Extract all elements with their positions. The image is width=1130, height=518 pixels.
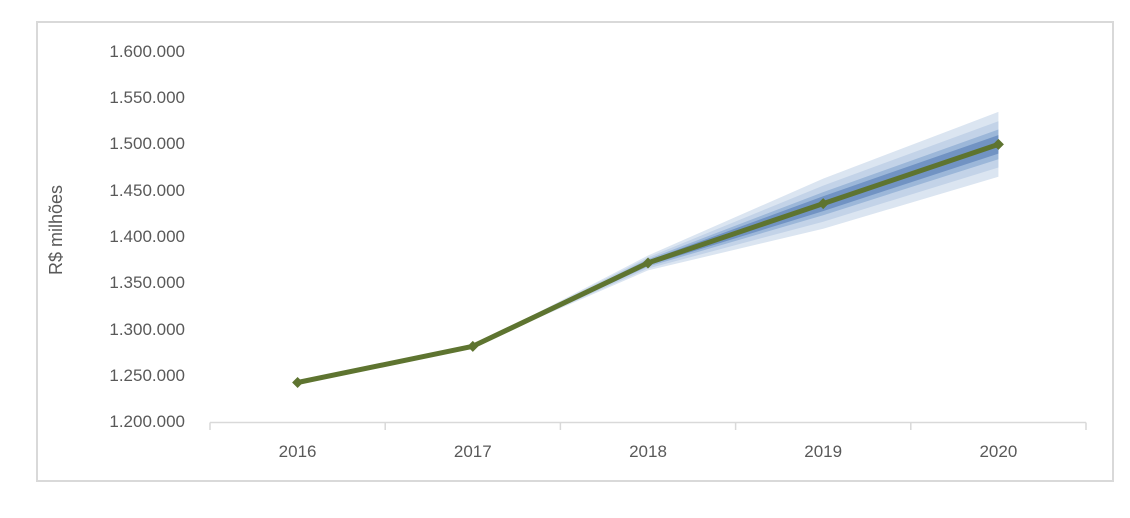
x-tick-label: 2020 [979, 442, 1018, 461]
fan-band-mid-outer [297, 121, 999, 383]
fan-band-mid-inner [297, 129, 999, 383]
chart-frame [36, 21, 1114, 482]
series-marker [292, 376, 304, 388]
y-tick-label: 1.350.000 [109, 273, 185, 293]
x-tick-label: 2016 [278, 442, 317, 461]
fan-band-outer [297, 111, 999, 383]
y-tick-label: 1.550.000 [109, 88, 185, 108]
fan-band-inner [297, 135, 999, 383]
x-tick-label: 2018 [629, 442, 667, 461]
y-tick-label: 1.300.000 [109, 319, 185, 339]
y-tick-label: 1.400.000 [109, 227, 185, 246]
y-tick-label: 1.500.000 [109, 134, 185, 154]
x-tick-label: 2019 [804, 442, 843, 461]
series-marker [467, 340, 479, 352]
series-marker [642, 257, 654, 269]
y-tick-label: 1.450.000 [109, 180, 185, 200]
series-marker [817, 198, 829, 210]
series-marker [992, 138, 1004, 150]
y-tick-label: 1.250.000 [109, 365, 185, 385]
y-tick-label: 1.200.000 [109, 412, 185, 432]
x-tick-label: 2017 [453, 442, 492, 461]
y-tick-label: 1.600.000 [109, 41, 185, 61]
